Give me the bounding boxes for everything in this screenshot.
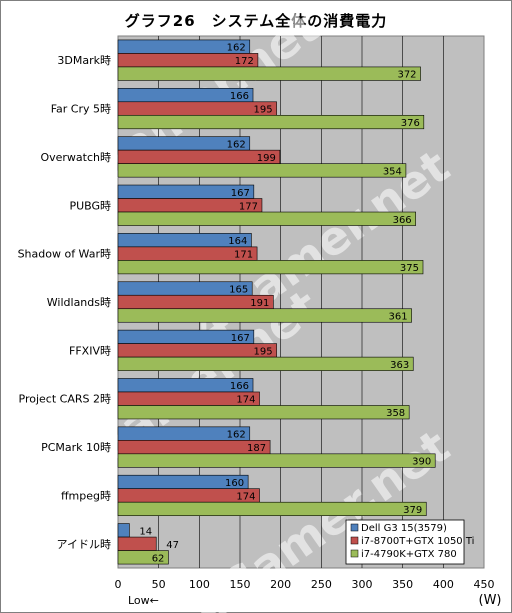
legend-label: i7-4790K+GTX 780 <box>361 549 457 560</box>
low-label: Low← <box>128 594 159 607</box>
legend-swatch <box>350 549 359 558</box>
bar <box>117 66 421 81</box>
x-tick-label: 250 <box>311 578 332 591</box>
bar-value-label: 167 <box>231 188 250 199</box>
bar <box>117 114 425 130</box>
bar <box>117 405 410 420</box>
bar-value-label: 165 <box>229 285 248 296</box>
category-label: FFXIV時 <box>69 344 111 357</box>
bar <box>117 211 416 226</box>
bar-value-label: 379 <box>403 505 422 516</box>
bar <box>117 308 412 323</box>
bar-value-label: 167 <box>231 333 250 344</box>
category-label: PUBG時 <box>69 199 111 212</box>
category-label: Far Cry 5時 <box>51 103 111 116</box>
bar-value-label: 172 <box>235 56 254 67</box>
x-tick-label: 350 <box>392 578 413 591</box>
bar-value-label: 390 <box>412 457 431 468</box>
legend: Dell G3 15(3579) i7-8700T+GTX 1050 Ti i7-4… <box>345 519 474 565</box>
bar <box>117 356 414 371</box>
bar-value-label: 174 <box>236 395 255 406</box>
x-axis-ticks: 0 50 100 150 200 250 300 350 400 450 <box>115 578 495 591</box>
bar-value-label: 376 <box>401 118 420 129</box>
bar-value-label: 195 <box>254 346 273 357</box>
bar-value-label: 177 <box>239 201 258 212</box>
category-label: Wildlands時 <box>47 296 111 309</box>
bar-value-label: 14 <box>139 526 152 537</box>
bar-value-label: 195 <box>254 105 273 116</box>
x-tick-label: 100 <box>189 578 210 591</box>
bar-value-label: 171 <box>234 250 253 261</box>
bar-value-label: 375 <box>400 263 419 274</box>
x-tick-label: 400 <box>433 578 454 591</box>
bar <box>117 260 424 275</box>
bar-value-label: 162 <box>227 139 246 150</box>
bar <box>117 550 169 565</box>
bar-value-label: 162 <box>227 43 246 54</box>
category-labels: 3DMark時 Far Cry 5時 Overwatch時 PUBG時 Shadow o… <box>18 54 111 551</box>
x-axis-unit: (W) <box>479 593 502 608</box>
category-label: アイドル時 <box>57 538 111 551</box>
bar-value-label: 166 <box>230 381 249 392</box>
bar-value-label: 166 <box>230 91 249 102</box>
legend-label: Dell G3 15(3579) <box>361 523 447 534</box>
bars <box>117 39 436 565</box>
legend-box <box>345 519 465 565</box>
bar-value-label: 363 <box>390 360 409 371</box>
legend-swatch <box>350 536 359 545</box>
bar <box>117 453 436 468</box>
bar-value-label: 162 <box>227 430 246 441</box>
category-label: Project CARS 2時 <box>19 393 111 406</box>
bar-value-label: 160 <box>225 478 244 489</box>
category-label: Overwatch時 <box>40 151 111 164</box>
bar-value-label: 366 <box>393 215 412 226</box>
category-label: PCMark 10時 <box>41 441 111 454</box>
bar-value-label: 164 <box>228 236 247 247</box>
legend-swatch <box>350 523 359 532</box>
bar <box>117 149 281 164</box>
bar <box>117 501 427 517</box>
bar-value-label: 187 <box>247 443 266 454</box>
value-labels: 162 172 372 166 195 376 162 199 354 167 177 366 164 1… <box>139 43 431 565</box>
bar-value-label: 354 <box>383 166 402 177</box>
bar <box>117 163 407 178</box>
x-tick-label: 0 <box>115 578 122 591</box>
bar-value-label: 372 <box>397 70 416 81</box>
bar <box>117 523 130 538</box>
category-label: Shadow of War時 <box>18 248 111 261</box>
x-tick-label: 50 <box>152 578 166 591</box>
bar-value-label: 191 <box>250 298 269 309</box>
chart-title: グラフ26 システム全体の消費電力 <box>124 12 388 30</box>
bar-value-label: 361 <box>389 312 408 323</box>
legend-label: i7-8700T+GTX 1050 Ti <box>361 536 474 547</box>
bar-value-label: 62 <box>152 553 165 564</box>
x-tick-label: 300 <box>352 578 373 591</box>
x-tick-label: 150 <box>230 578 251 591</box>
category-label: ffmpeg時 <box>61 489 111 502</box>
bar-value-label: 199 <box>257 153 276 164</box>
category-label: 3DMark時 <box>57 54 111 67</box>
x-tick-label: 200 <box>270 578 291 591</box>
bar-value-label: 47 <box>166 540 179 551</box>
bar-value-label: 358 <box>386 408 405 419</box>
x-tick-label: 450 <box>474 578 495 591</box>
bar-value-label: 174 <box>236 491 255 502</box>
bar <box>117 536 157 551</box>
